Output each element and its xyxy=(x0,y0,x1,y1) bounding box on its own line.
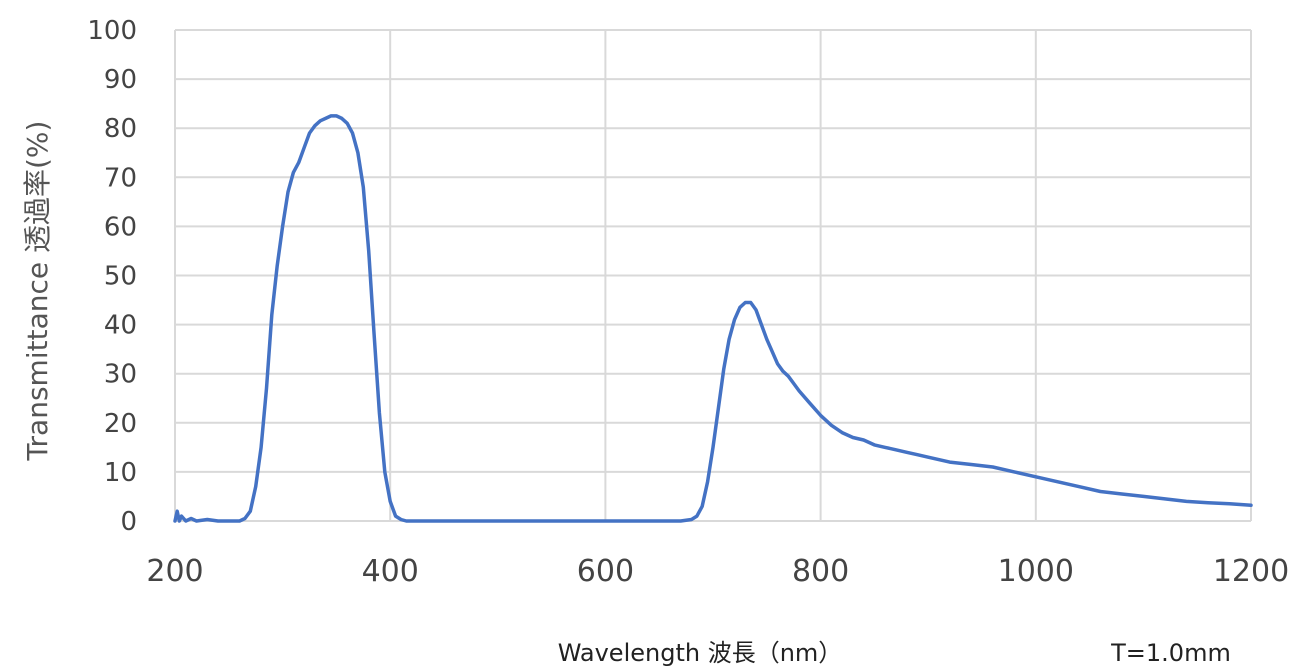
transmittance-series-line xyxy=(173,114,1253,523)
y-tick-label: 30 xyxy=(104,360,137,390)
y-tick-label: 40 xyxy=(104,311,137,341)
x-axis-ticks: 200 400 600 800 1000 1200 xyxy=(146,554,1289,589)
x-tick-label: 1000 xyxy=(998,554,1074,589)
x-axis-title: Wavelength 波長（nm） xyxy=(558,639,843,667)
x-tick-label: 800 xyxy=(792,554,849,589)
y-tick-label: 50 xyxy=(104,262,137,292)
y-tick-label: 100 xyxy=(87,16,137,46)
y-tick-label: 60 xyxy=(104,212,137,242)
y-tick-label: 20 xyxy=(104,409,137,439)
y-tick-label: 80 xyxy=(104,114,137,144)
x-tick-label: 400 xyxy=(362,554,419,589)
y-axis-title: Transmittance 透過率(%) xyxy=(21,121,54,462)
y-tick-label: 90 xyxy=(104,65,137,95)
y-tick-label: 70 xyxy=(104,163,137,193)
x-tick-label: 600 xyxy=(577,554,634,589)
y-axis-ticks: 0 10 20 30 40 50 60 70 80 90 100 xyxy=(87,16,137,537)
y-tick-label: 10 xyxy=(104,458,137,488)
x-tick-label: 1200 xyxy=(1213,554,1289,589)
grid xyxy=(174,29,1252,522)
thickness-annotation: T=1.0mm xyxy=(1110,639,1231,667)
y-tick-label: 0 xyxy=(120,507,137,537)
x-tick-label: 200 xyxy=(146,554,203,589)
